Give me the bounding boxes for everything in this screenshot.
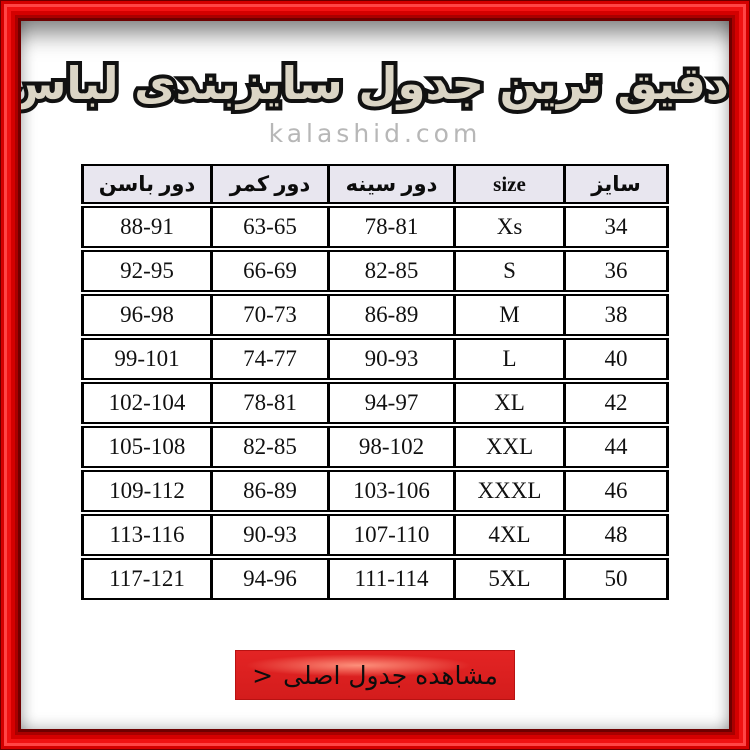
page-title-outline: دقیق ترین جدول سایزبندی لباس [21,53,729,114]
table-body: 34 Xs 78-81 63-65 88-91 36 S 82-85 66-69 92-95 38 M… [81,206,669,600]
view-original-table-label: مشاهده جدول اصلی [283,660,498,690]
table-cell: 44 [563,426,669,468]
table-cell: 34 [563,206,669,248]
table-cell: 86-89 [327,294,453,336]
table-cell: 50 [563,558,669,600]
table-cell: 90-93 [210,514,327,556]
table-cell: 103-106 [327,470,453,512]
view-original-table-button[interactable]: مشاهده جدول اصلی > [235,650,515,700]
table-row: 48 4XL 107-110 90-93 113-116 [81,514,669,556]
table-cell: 88-91 [81,206,210,248]
table-cell: S [453,250,563,292]
table-cell: 113-116 [81,514,210,556]
size-chart-table: سایز size دور سینه دور کمر دور باسن 34 Xs 78-8… [81,162,669,602]
table-cell: 46 [563,470,669,512]
table-cell: 48 [563,514,669,556]
table-cell: 96-98 [81,294,210,336]
table-cell: 117-121 [81,558,210,600]
column-header: دور کمر [210,164,327,204]
table-cell: 102-104 [81,382,210,424]
table-cell: XXL [453,426,563,468]
table-cell: 36 [563,250,669,292]
table-cell: 86-89 [210,470,327,512]
table-cell: 38 [563,294,669,336]
table-cell: M [453,294,563,336]
table-cell: 105-108 [81,426,210,468]
table-row: 40 L 90-93 74-77 99-101 [81,338,669,380]
table-cell: 90-93 [327,338,453,380]
column-header: دور سینه [327,164,453,204]
table-cell: 4XL [453,514,563,556]
table-cell: 78-81 [327,206,453,248]
table-row: 46 XXXL 103-106 86-89 109-112 [81,470,669,512]
table-cell: XL [453,382,563,424]
column-header: دور باسن [81,164,210,204]
table-cell: 111-114 [327,558,453,600]
column-header: سایز [563,164,669,204]
table-cell: 92-95 [81,250,210,292]
table-cell: 40 [563,338,669,380]
table-cell: 94-96 [210,558,327,600]
column-header: size [453,164,563,204]
table-cell: 74-77 [210,338,327,380]
page-title: دقیق ترین جدول سایزبندی لباس دقیق ترین ج… [21,53,729,114]
table-row: 50 5XL 111-114 94-96 117-121 [81,558,669,600]
table-cell: 5XL [453,558,563,600]
table-row: 36 S 82-85 66-69 92-95 [81,250,669,292]
table-row: 42 XL 94-97 78-81 102-104 [81,382,669,424]
table-cell: 99-101 [81,338,210,380]
table-cell: 70-73 [210,294,327,336]
watermark-text: kalashid.com [268,119,482,148]
table-row: 38 M 86-89 70-73 96-98 [81,294,669,336]
page-title-text: دقیق ترین جدول سایزبندی لباس [21,57,729,110]
table-cell: L [453,338,563,380]
table-cell: 107-110 [327,514,453,556]
table-cell: 82-85 [327,250,453,292]
content-area: دقیق ترین جدول سایزبندی لباس دقیق ترین ج… [21,21,729,729]
table-cell: 63-65 [210,206,327,248]
table-cell: 94-97 [327,382,453,424]
table-cell: 109-112 [81,470,210,512]
table-cell: 66-69 [210,250,327,292]
table-cell: 42 [563,382,669,424]
table-cell: 78-81 [210,382,327,424]
table-cell: XXXL [453,470,563,512]
table-cell: Xs [453,206,563,248]
chevron-right-icon: > [252,660,274,690]
table-header-row: سایز size دور سینه دور کمر دور باسن [81,164,669,204]
table-cell: 98-102 [327,426,453,468]
table-row: 34 Xs 78-81 63-65 88-91 [81,206,669,248]
table-row: 44 XXL 98-102 82-85 105-108 [81,426,669,468]
table-cell: 82-85 [210,426,327,468]
